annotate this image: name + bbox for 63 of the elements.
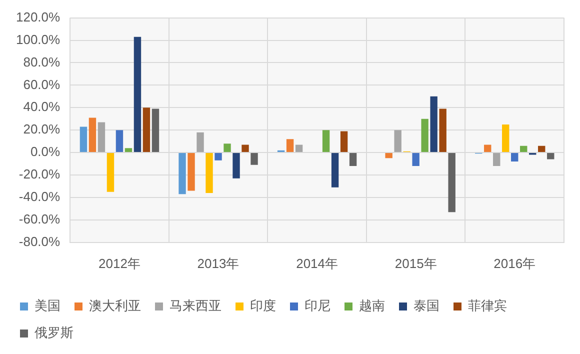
bar bbox=[349, 153, 357, 166]
legend-label: 越南 bbox=[359, 298, 385, 314]
bar bbox=[331, 153, 339, 188]
bar bbox=[394, 130, 402, 152]
y-tick-label: -20.0% bbox=[18, 166, 61, 182]
bar bbox=[214, 153, 222, 160]
bar bbox=[224, 144, 231, 152]
x-tick-label: 2016年 bbox=[494, 256, 536, 271]
bar bbox=[250, 153, 258, 165]
legend-label: 澳大利亚 bbox=[89, 298, 141, 314]
bar bbox=[286, 139, 294, 152]
legend-label: 俄罗斯 bbox=[34, 326, 74, 341]
bar bbox=[538, 146, 546, 152]
legend-label: 印度 bbox=[250, 298, 276, 314]
bar bbox=[547, 153, 554, 160]
legend-label: 菲律宾 bbox=[468, 298, 507, 314]
bar bbox=[116, 130, 124, 152]
y-tick-label: -80.0% bbox=[18, 234, 61, 249]
bar bbox=[106, 153, 114, 192]
bar bbox=[430, 96, 438, 152]
x-tick-label: 2013年 bbox=[197, 256, 240, 271]
y-tick-label: 20.0% bbox=[23, 122, 61, 137]
bar bbox=[421, 118, 428, 152]
bar bbox=[502, 124, 510, 152]
bar bbox=[511, 153, 518, 162]
bar bbox=[232, 153, 240, 178]
bar bbox=[98, 122, 106, 152]
y-tick-label: 100.0% bbox=[16, 32, 61, 47]
bar bbox=[493, 153, 500, 166]
legend-label: 泰国 bbox=[414, 298, 440, 314]
y-tick-label: 120.0% bbox=[16, 9, 61, 24]
bar bbox=[188, 153, 195, 191]
y-tick-label: 40.0% bbox=[23, 99, 61, 114]
y-tick-label: 0.0% bbox=[30, 144, 61, 160]
y-tick-label: -60.0% bbox=[18, 212, 61, 227]
x-tick-label: 2014年 bbox=[296, 256, 338, 271]
bar bbox=[439, 108, 446, 152]
bar bbox=[124, 148, 132, 152]
bar bbox=[142, 108, 150, 152]
bar bbox=[134, 36, 142, 152]
bar bbox=[178, 153, 186, 194]
legend-label: 美国 bbox=[34, 298, 60, 314]
x-tick-label: 2012年 bbox=[98, 256, 140, 271]
bar bbox=[80, 126, 88, 152]
y-tick-label: 60.0% bbox=[23, 76, 61, 92]
bar bbox=[196, 132, 204, 152]
y-tick-label: 80.0% bbox=[23, 54, 61, 70]
bar bbox=[152, 108, 160, 152]
bar bbox=[484, 144, 492, 152]
bar bbox=[206, 153, 213, 193]
bar bbox=[520, 146, 528, 152]
bar bbox=[88, 118, 96, 152]
x-tick-label: 2015年 bbox=[394, 256, 437, 271]
bar bbox=[295, 144, 303, 152]
y-tick-label: -40.0% bbox=[18, 189, 61, 204]
bar bbox=[340, 131, 348, 152]
legend-label: 印尼 bbox=[304, 298, 330, 314]
bar bbox=[322, 130, 330, 152]
bar bbox=[448, 153, 456, 212]
legend-label: 马来西亚 bbox=[170, 298, 222, 314]
bar bbox=[412, 153, 420, 166]
bar bbox=[242, 144, 249, 152]
bar bbox=[385, 153, 392, 158]
